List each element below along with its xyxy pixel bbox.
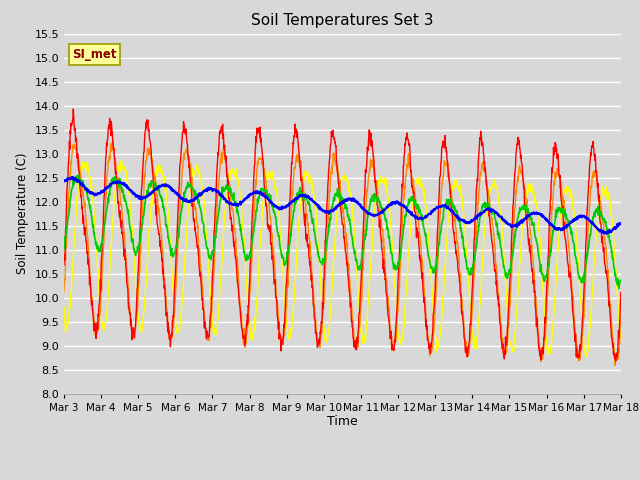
TC3_16Cm [617,277,625,283]
X-axis label: Time: Time [327,415,358,429]
Line: TC3_32Cm: TC3_32Cm [64,177,621,234]
Line: TC3_8Cm: TC3_8Cm [64,161,621,357]
TC3_32Cm [171,188,179,194]
TC3_8Cm [60,304,68,310]
TC3_32Cm [184,198,192,204]
TC3_16Cm [184,181,192,187]
TC3_4Cm [611,362,619,368]
TC3_16Cm [246,254,254,260]
Title: Soil Temperatures Set 3: Soil Temperatures Set 3 [251,13,434,28]
Line: TC3_16Cm: TC3_16Cm [64,175,621,288]
Legend: TC3_2Cm, TC3_4Cm, TC3_8Cm, TC3_16Cm, TC3_32Cm: TC3_2Cm, TC3_4Cm, TC3_8Cm, TC3_16Cm, TC3… [119,476,566,480]
TC3_2Cm [612,358,620,364]
TC3_2Cm [171,282,179,288]
TC3_32Cm [551,224,559,230]
TC3_32Cm [246,192,254,198]
TC3_16Cm [429,268,437,274]
TC3_2Cm [60,262,68,268]
Line: TC3_2Cm: TC3_2Cm [64,109,621,361]
TC3_8Cm [502,281,509,287]
Y-axis label: Soil Temperature (C): Soil Temperature (C) [16,153,29,275]
TC3_8Cm [184,208,192,214]
TC3_2Cm [184,153,192,158]
TC3_8Cm [246,327,254,333]
TC3_2Cm [551,140,559,145]
TC3_16Cm [502,270,509,276]
TC3_8Cm [583,354,591,360]
TC3_4Cm [502,348,509,353]
TC3_32Cm [69,174,77,180]
TC3_16Cm [551,218,559,224]
TC3_2Cm [429,313,437,319]
TC3_4Cm [184,157,192,163]
TC3_32Cm [429,208,437,214]
TC3_2Cm [246,258,254,264]
TC3_32Cm [603,231,611,237]
TC3_8Cm [617,336,625,342]
TC3_16Cm [171,250,179,255]
TC3_8Cm [118,158,125,164]
TC3_32Cm [60,177,68,183]
TC3_32Cm [502,219,509,225]
TC3_8Cm [551,293,559,299]
TC3_32Cm [617,221,625,227]
TC3_16Cm [75,172,83,178]
Line: TC3_4Cm: TC3_4Cm [64,140,621,365]
TC3_4Cm [109,137,117,143]
TC3_4Cm [246,288,254,294]
TC3_16Cm [615,286,623,291]
TC3_4Cm [60,288,68,294]
Text: SI_met: SI_met [72,48,117,61]
TC3_4Cm [429,334,437,340]
TC3_2Cm [70,106,77,112]
TC3_4Cm [551,169,559,175]
TC3_4Cm [171,309,179,314]
TC3_16Cm [60,246,68,252]
TC3_2Cm [502,343,509,348]
TC3_8Cm [429,303,437,309]
TC3_8Cm [171,307,179,313]
TC3_2Cm [617,289,625,295]
TC3_4Cm [617,316,625,322]
